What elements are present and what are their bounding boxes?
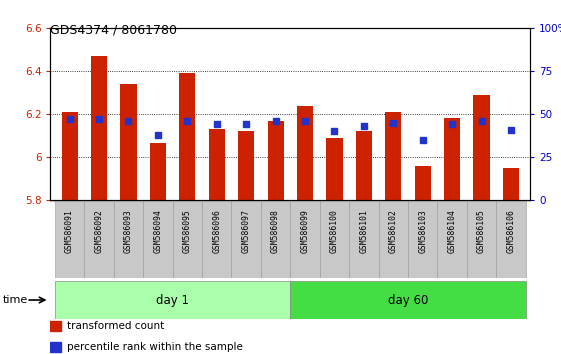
Bar	[356, 131, 372, 200]
Text: GSM586104: GSM586104	[448, 209, 457, 253]
Bar	[84, 200, 114, 278]
Text: day 1: day 1	[156, 293, 189, 307]
Bar	[438, 200, 467, 278]
Bar	[62, 112, 78, 200]
Text: GSM586101: GSM586101	[360, 209, 369, 253]
Bar	[349, 200, 379, 278]
Bar	[55, 200, 84, 278]
Bar	[150, 143, 166, 200]
Bar	[379, 200, 408, 278]
Bar	[268, 121, 284, 200]
Bar	[238, 131, 254, 200]
Bar	[91, 56, 107, 200]
Bar	[209, 129, 225, 200]
Bar	[408, 200, 438, 278]
Text: time: time	[3, 295, 28, 305]
Bar	[320, 200, 349, 278]
Bar	[55, 281, 291, 319]
Bar	[297, 105, 313, 200]
Bar	[467, 200, 496, 278]
Text: GSM586105: GSM586105	[477, 209, 486, 253]
Bar	[291, 281, 526, 319]
Text: percentile rank within the sample: percentile rank within the sample	[67, 342, 243, 352]
Text: GSM586097: GSM586097	[242, 209, 251, 253]
Bar	[327, 138, 343, 200]
Text: GSM586100: GSM586100	[330, 209, 339, 253]
Text: GSM586106: GSM586106	[507, 209, 516, 253]
Bar	[444, 119, 460, 200]
Text: GSM586095: GSM586095	[183, 209, 192, 253]
Text: GSM586092: GSM586092	[95, 209, 104, 253]
Text: GSM586094: GSM586094	[153, 209, 162, 253]
Bar	[503, 168, 519, 200]
Text: day 60: day 60	[388, 293, 428, 307]
Text: GSM586098: GSM586098	[271, 209, 280, 253]
Bar	[291, 200, 320, 278]
Text: transformed count: transformed count	[67, 321, 164, 331]
Bar	[50, 342, 61, 352]
Bar	[179, 73, 195, 200]
Bar	[50, 321, 61, 331]
Bar	[473, 95, 490, 200]
Bar	[121, 84, 136, 200]
Text: GSM586091: GSM586091	[65, 209, 74, 253]
Text: GSM586103: GSM586103	[419, 209, 427, 253]
Text: GDS4374 / 8061780: GDS4374 / 8061780	[50, 23, 177, 36]
Bar	[114, 200, 143, 278]
Bar	[202, 200, 232, 278]
Bar	[143, 200, 173, 278]
Text: GSM586102: GSM586102	[389, 209, 398, 253]
Bar	[415, 166, 431, 200]
Text: GSM586099: GSM586099	[301, 209, 310, 253]
Bar	[496, 200, 526, 278]
Bar	[261, 200, 291, 278]
Bar	[232, 200, 261, 278]
Bar	[173, 200, 202, 278]
Text: GSM586096: GSM586096	[212, 209, 221, 253]
Text: GSM586093: GSM586093	[124, 209, 133, 253]
Bar	[385, 112, 402, 200]
